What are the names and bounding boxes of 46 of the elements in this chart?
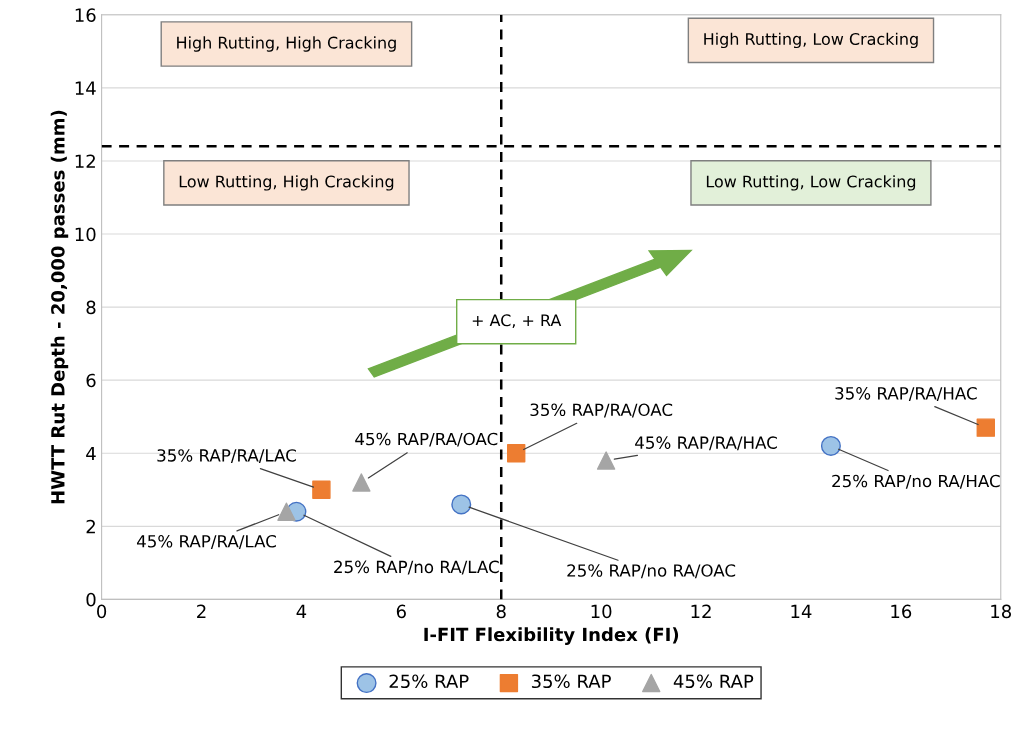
annotation: 35% RAP/RA/OAC xyxy=(530,403,673,418)
annotation: + AC, + RA xyxy=(472,314,562,328)
x-tick-label: 18 xyxy=(991,604,1012,619)
legend-label: 35% RAP xyxy=(531,674,611,689)
x-tick-label: 0 xyxy=(97,604,107,619)
y-tick-label: 0 xyxy=(86,592,96,607)
point xyxy=(312,480,331,499)
x-tick-label: 14 xyxy=(791,604,812,618)
annotation: 45% RAP/RA/HAC xyxy=(635,436,777,451)
point xyxy=(596,451,616,470)
point xyxy=(352,473,371,492)
y-tick-label: 16 xyxy=(75,8,96,22)
point xyxy=(451,494,472,515)
annotation: 25% RAP/no RA/HAC xyxy=(832,474,1000,489)
annotation: Low Rutting, Low Cracking xyxy=(706,175,916,191)
annotation: 25% RAP/no RA/OAC xyxy=(567,564,736,579)
annotation: 45% RAP/RA/LAC xyxy=(136,535,276,549)
x-tick-label: 6 xyxy=(396,604,406,619)
point xyxy=(976,418,995,437)
x-tick-label: 4 xyxy=(296,604,307,618)
annotation: High Rutting, High Cracking xyxy=(177,36,396,52)
x-tick-label: 12 xyxy=(691,604,711,618)
legend-label: 45% RAP xyxy=(673,674,754,689)
point xyxy=(277,502,296,521)
x-tick-label: 16 xyxy=(891,604,912,619)
y-tick-label: 2 xyxy=(86,519,95,534)
y-tick-label: 8 xyxy=(86,300,96,315)
annotation: High Rutting, Low Cracking xyxy=(704,32,918,49)
legend-label: 25% RAP xyxy=(389,674,469,689)
x-tick-label: 10 xyxy=(591,604,612,619)
y-tick-label: 6 xyxy=(86,373,96,388)
x-tick-label: 2 xyxy=(197,604,206,618)
point xyxy=(507,444,526,463)
y-axis-title: HWTT Rut Depth - 20,000 passes (mm) xyxy=(50,110,69,504)
annotation: 35% RAP/RA/HAC xyxy=(835,387,977,401)
annotation: 35% RAP/RA/LAC xyxy=(157,449,296,464)
y-tick-label: 4 xyxy=(86,446,96,461)
y-tick-label: 10 xyxy=(75,227,96,242)
x-axis-title: I-FIT Flexibility Index (FI) xyxy=(424,627,679,645)
point xyxy=(820,435,841,456)
annotation: 25% RAP/no RA/LAC xyxy=(334,560,499,575)
x-tick-label: 8 xyxy=(496,604,506,619)
annotation: 45% RAP/RA/OAC xyxy=(355,432,498,447)
annotation: Low Rutting, High Cracking xyxy=(179,175,394,191)
y-tick-label: 14 xyxy=(75,81,96,95)
y-tick-label: 12 xyxy=(75,154,95,168)
